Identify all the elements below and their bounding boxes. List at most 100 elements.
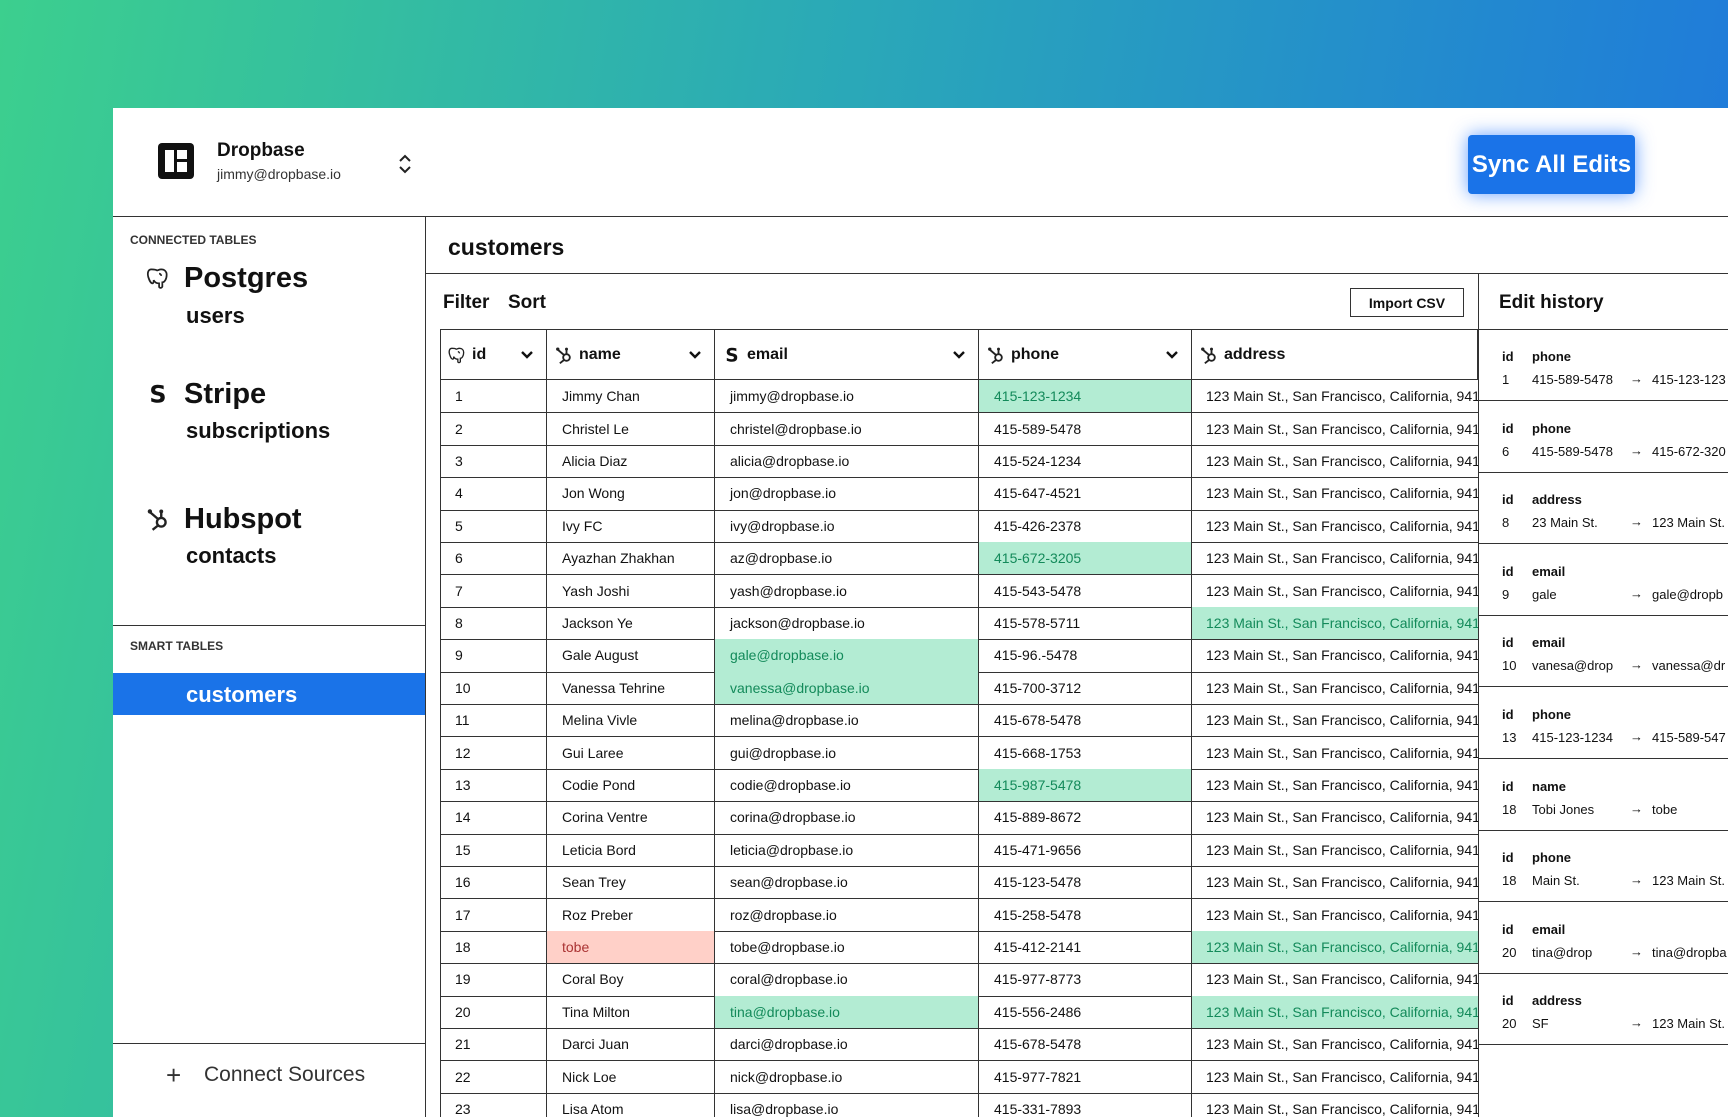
table-cell[interactable]: coral@dropbase.io	[715, 963, 979, 997]
table-link[interactable]: users	[186, 303, 245, 328]
table-cell[interactable]: Alicia Diaz	[547, 444, 715, 479]
table-cell[interactable]: 415-889-8672	[979, 801, 1192, 835]
table-cell[interactable]: 123 Main St., San Francisco, California,…	[1192, 1028, 1479, 1062]
table-cell[interactable]: jon@dropbase.io	[715, 477, 979, 511]
table-cell[interactable]: 415-977-8773	[979, 963, 1192, 997]
table-cell[interactable]: 123 Main St., San Francisco, California,…	[1192, 412, 1479, 446]
table-cell[interactable]: Christel Le	[547, 412, 715, 446]
table-cell[interactable]: 415-426-2378	[979, 509, 1192, 543]
table-cell[interactable]: 12	[440, 736, 547, 770]
table-cell[interactable]: 123 Main St., San Francisco, California,…	[1192, 801, 1479, 835]
table-cell[interactable]: 16	[440, 866, 547, 900]
table-cell[interactable]: 14	[440, 801, 547, 835]
sort-button[interactable]: Sort	[508, 292, 546, 313]
table-cell[interactable]: 4	[440, 477, 547, 511]
table-cell[interactable]: Gui Laree	[547, 736, 715, 770]
source-name[interactable]: Hubspot	[184, 503, 302, 535]
table-cell[interactable]: 3	[440, 444, 547, 479]
table-cell[interactable]: 415-647-4521	[979, 477, 1192, 511]
column-header-label[interactable]: email	[747, 346, 788, 363]
table-cell[interactable]: 123 Main St., San Francisco, California,…	[1192, 768, 1479, 803]
table-cell[interactable]: 123 Main St., San Francisco, California,…	[1192, 444, 1479, 479]
table-cell[interactable]: Ivy FC	[547, 509, 715, 543]
table-cell[interactable]: Gale August	[547, 639, 715, 673]
table-cell[interactable]: 123 Main St., San Francisco, California,…	[1192, 1092, 1479, 1117]
table-cell[interactable]: 21	[440, 1028, 547, 1062]
table-cell[interactable]: Nick Loe	[547, 1060, 715, 1094]
table-cell[interactable]: 415-668-1753	[979, 736, 1192, 770]
table-cell[interactable]: Coral Boy	[547, 963, 715, 997]
table-cell[interactable]: Jimmy Chan	[547, 380, 715, 414]
sort-chevron[interactable]	[951, 347, 967, 363]
table-cell[interactable]: 23	[440, 1092, 547, 1117]
table-cell[interactable]: 415-331-7893	[979, 1092, 1192, 1117]
table-cell[interactable]: 415-672-3205	[979, 542, 1192, 576]
table-cell[interactable]: 415-123-1234	[979, 380, 1192, 414]
table-cell[interactable]: 123 Main St., San Francisco, California,…	[1192, 1060, 1479, 1094]
table-cell[interactable]: leticia@dropbase.io	[715, 833, 979, 867]
table-cell[interactable]: 415-96.-5478	[979, 639, 1192, 673]
table-cell[interactable]: 13	[440, 768, 547, 803]
table-link-selected[interactable]	[113, 673, 425, 715]
table-cell[interactable]: corina@dropbase.io	[715, 801, 979, 835]
table-cell[interactable]: Yash Joshi	[547, 574, 715, 608]
table-cell[interactable]: Vanessa Tehrine	[547, 671, 715, 705]
table-cell[interactable]: 123 Main St., San Francisco, California,…	[1192, 866, 1479, 900]
connect-sources[interactable]: Connect Sources	[204, 1063, 366, 1086]
table-cell[interactable]: 415-524-1234	[979, 444, 1192, 479]
column-header-label[interactable]: phone	[1011, 346, 1059, 363]
table-cell[interactable]: Roz Preber	[547, 898, 715, 932]
table-cell[interactable]: ivy@dropbase.io	[715, 509, 979, 543]
table-cell[interactable]: Ayazhan Zhakhan	[547, 542, 715, 576]
table-cell[interactable]: 123 Main St., San Francisco, California,…	[1192, 963, 1479, 997]
column-header-label[interactable]: id	[472, 346, 487, 363]
sync-button[interactable]: Sync All Edits	[1468, 135, 1635, 194]
table-cell[interactable]: 9	[440, 639, 547, 673]
table-cell[interactable]: gale@dropbase.io	[715, 639, 979, 673]
sort-chevron[interactable]	[687, 347, 703, 363]
table-cell[interactable]: 19	[440, 963, 547, 997]
table-cell[interactable]: 1	[440, 380, 547, 414]
table-cell[interactable]: 123 Main St., San Francisco, California,…	[1192, 671, 1479, 705]
table-cell[interactable]: 5	[440, 509, 547, 543]
table-cell[interactable]: 17	[440, 898, 547, 932]
table-cell[interactable]: Tina Milton	[547, 995, 715, 1029]
table-cell[interactable]: Jon Wong	[547, 477, 715, 511]
column-header[interactable]	[715, 329, 979, 380]
table-cell[interactable]: nick@dropbase.io	[715, 1060, 979, 1094]
table-cell[interactable]: Jackson Ye	[547, 606, 715, 641]
table-cell[interactable]: 415-700-3712	[979, 671, 1192, 705]
sort-chevron[interactable]	[1164, 347, 1180, 363]
column-header-label[interactable]: name	[579, 346, 621, 363]
source-name[interactable]: Stripe	[184, 378, 267, 410]
table-cell[interactable]: melina@dropbase.io	[715, 704, 979, 738]
column-header[interactable]	[1192, 329, 1478, 380]
table-cell[interactable]: 123 Main St., San Francisco, California,…	[1192, 833, 1479, 867]
table-cell[interactable]: 7	[440, 574, 547, 608]
table-cell[interactable]: 22	[440, 1060, 547, 1094]
table-cell[interactable]: Codie Pond	[547, 768, 715, 803]
table-cell[interactable]: az@dropbase.io	[715, 542, 979, 576]
table-cell[interactable]: 415-412-2141	[979, 930, 1192, 965]
table-cell[interactable]: lisa@dropbase.io	[715, 1092, 979, 1117]
table-cell[interactable]: 123 Main St., San Francisco, California,…	[1192, 542, 1479, 576]
column-header-label[interactable]: address	[1224, 346, 1286, 363]
column-header[interactable]	[440, 329, 547, 380]
table-cell[interactable]: 415-589-5478	[979, 412, 1192, 446]
table-link[interactable]: contacts	[186, 543, 277, 568]
table-cell[interactable]: 123 Main St., San Francisco, California,…	[1192, 930, 1479, 965]
table-cell[interactable]: yash@dropbase.io	[715, 574, 979, 608]
table-link[interactable]: customers	[186, 682, 298, 707]
table-cell[interactable]: tobe@dropbase.io	[715, 930, 979, 965]
table-cell[interactable]: tobe	[547, 930, 715, 965]
table-cell[interactable]: 11	[440, 704, 547, 738]
table-cell[interactable]: 20	[440, 995, 547, 1029]
table-cell[interactable]: 123 Main St., San Francisco, California,…	[1192, 898, 1479, 932]
table-cell[interactable]: alicia@dropbase.io	[715, 444, 979, 479]
column-header[interactable]	[547, 329, 715, 380]
table-cell[interactable]: 415-678-5478	[979, 704, 1192, 738]
table-cell[interactable]: gui@dropbase.io	[715, 736, 979, 770]
table-cell[interactable]: darci@dropbase.io	[715, 1028, 979, 1062]
table-cell[interactable]: Sean Trey	[547, 866, 715, 900]
column-header[interactable]	[979, 329, 1192, 380]
